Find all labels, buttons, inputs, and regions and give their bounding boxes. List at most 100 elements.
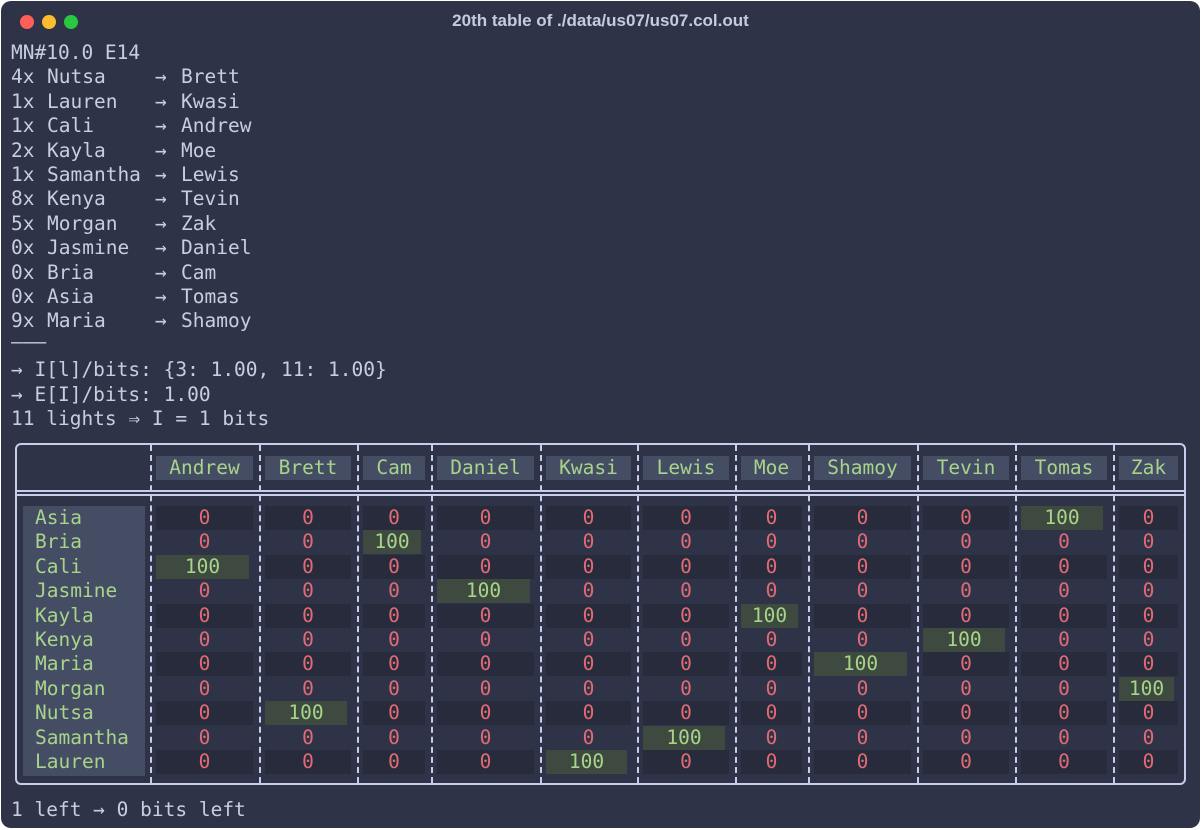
table-cell: 0 <box>1142 579 1155 603</box>
table-cell: 0 <box>302 506 314 529</box>
table-cell: 0 <box>680 652 692 676</box>
row-name: Asia <box>35 506 82 529</box>
guess-to: Daniel <box>181 236 252 260</box>
guess-from: Morgan <box>47 211 118 235</box>
cell-bg <box>814 506 911 530</box>
guess-from: Bria <box>47 260 94 284</box>
table-cell: 0 <box>960 676 972 700</box>
cell-bg <box>643 652 729 677</box>
guess-line: 0x Jasmine → Daniel <box>11 236 411 260</box>
table-cell: 0 <box>198 628 211 651</box>
table-cell: 0 <box>765 652 778 676</box>
table-cell: 0 <box>680 750 692 773</box>
table-cell: 0 <box>856 750 869 773</box>
cell-bg <box>814 750 911 774</box>
table-cell: 0 <box>960 750 972 773</box>
table-cell: 0 <box>960 701 972 725</box>
cell-bg <box>1119 750 1178 774</box>
table-cell: 0 <box>388 652 400 676</box>
table-cell: 0 <box>582 725 595 749</box>
column-header-bg <box>437 456 534 480</box>
row-name: Jasmine <box>35 579 118 603</box>
table-cell: 0 <box>479 750 492 773</box>
table-cell: 0 <box>388 554 400 578</box>
table-cell: 0 <box>1142 554 1155 578</box>
table-cell: 0 <box>198 725 211 749</box>
close-window-button[interactable] <box>20 15 34 29</box>
column-divider <box>917 445 919 783</box>
table-cell: 0 <box>1142 530 1155 554</box>
cell-bg <box>923 750 1009 774</box>
arrow-icon: → <box>155 285 167 308</box>
cell-bg <box>923 603 1009 628</box>
table-cell: 0 <box>302 628 314 651</box>
column-header-bg <box>1119 456 1178 480</box>
minimize-window-button[interactable] <box>42 15 56 29</box>
table-cell: 0 <box>388 628 400 651</box>
guess-from: Kayla <box>47 138 106 162</box>
column-header: Brett <box>278 456 338 479</box>
column-divider <box>259 445 261 783</box>
table-cell: 0 <box>388 676 400 700</box>
table-cell: 0 <box>1058 725 1070 749</box>
table-cell: 0 <box>765 506 778 529</box>
table-cell: 0 <box>960 725 972 749</box>
cell-bg <box>546 701 631 726</box>
guess-from: Cali <box>47 114 94 138</box>
cell-bg <box>814 603 911 628</box>
guess-from: Lauren <box>47 89 118 113</box>
table-cell: 0 <box>388 750 400 773</box>
table-cell: 0 <box>856 701 869 725</box>
info-line: → E[I]/bits: 1.00 <box>11 382 211 406</box>
info-line: → I[l]/bits: {3: 1.00, 11: 1.00} <box>11 358 387 382</box>
match-cell-highlight <box>156 554 249 579</box>
table-cell: 0 <box>960 554 972 578</box>
column-divider <box>357 445 359 783</box>
arrow-icon: → <box>155 187 167 211</box>
column-divider <box>431 445 433 783</box>
table-cell: 0 <box>388 701 400 725</box>
table-cell: 0 <box>198 652 211 676</box>
table-cell: 0 <box>198 676 211 700</box>
table-cell: 0 <box>765 628 778 651</box>
maximize-window-button[interactable] <box>64 15 78 29</box>
table-cell: 0 <box>198 603 211 627</box>
table-cell: 0 <box>1142 628 1155 651</box>
column-header: Shamoy <box>827 456 898 479</box>
cell-bg <box>265 554 351 579</box>
guess-count: 8x <box>11 187 35 211</box>
table-cell: 0 <box>1058 701 1070 725</box>
guess-line: 1x Lauren → Kwasi <box>11 90 411 114</box>
guess-count: 0x <box>11 236 35 260</box>
arrow-icon: → <box>155 211 167 235</box>
table-cell: 0 <box>1058 750 1070 773</box>
cell-bg <box>546 554 631 579</box>
guess-line: 1x Samantha → Lewis <box>11 163 411 187</box>
table-cell: 0 <box>680 554 692 578</box>
table-cell: 0 <box>388 579 400 603</box>
row-name: Kenya <box>35 628 94 651</box>
cell-bg <box>363 506 425 530</box>
table-cell: 0 <box>479 554 492 578</box>
table-cell: 100 <box>184 554 221 578</box>
column-header: Tevin <box>936 456 996 479</box>
cell-bg <box>923 652 1009 677</box>
cell-bg <box>643 603 729 628</box>
table-cell: 0 <box>388 603 400 627</box>
guess-from: Jasmine <box>47 236 130 260</box>
guess-to: Brett <box>181 65 240 89</box>
guess-from: Nutsa <box>47 65 106 89</box>
match-cell-highlight <box>814 652 907 677</box>
cell-bg <box>363 652 425 677</box>
guess-to: Cam <box>181 260 217 284</box>
match-cell-highlight <box>1119 676 1174 701</box>
info-line: 11 lights ⇒ I = 1 bits <box>11 407 270 430</box>
table-cell: 0 <box>479 530 492 554</box>
table-cell: 0 <box>582 628 595 651</box>
match-cell-highlight <box>741 603 798 628</box>
table-cell: 0 <box>960 530 972 554</box>
guess-line: 0x Asia → Tomas <box>11 285 411 309</box>
cell-bg <box>363 750 425 774</box>
header-divider <box>15 490 1186 496</box>
table-cell: 0 <box>960 652 972 676</box>
